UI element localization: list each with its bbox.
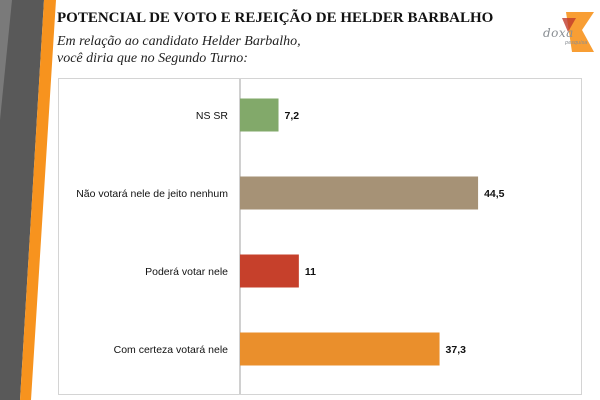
category-label: Não votará nele de jeito nenhum: [76, 188, 228, 200]
bar-chart: NS SR 7,2 Não votará nele de jeito nenhum 4…: [76, 79, 505, 394]
doxa-logo-icon: [562, 12, 594, 52]
page-subtitle: Em relação ao candidato Helder Barbalho,…: [57, 33, 357, 67]
bar: [240, 176, 479, 210]
bar: [240, 98, 279, 132]
grey-stripe: [0, 0, 12, 120]
category-label: Com certeza votará nele: [114, 344, 229, 356]
chart-container: NS SR 7,2 Não votará nele de jeito nenhum 4…: [58, 78, 582, 395]
bar: [240, 332, 440, 366]
category-label: NS SR: [196, 110, 229, 122]
subtitle-line-2: você diria que no Segundo Turno:: [57, 51, 248, 66]
data-label: 44,5: [484, 188, 505, 200]
data-label: 37,3: [446, 344, 467, 356]
logo-text: doxa: [543, 26, 574, 40]
dark-stripe: [0, 0, 44, 400]
decorative-stripes: [0, 0, 56, 400]
logo-tagline: pesquisa: [565, 40, 588, 46]
bar: [240, 254, 299, 288]
page-title: POTENCIAL DE VOTO E REJEIÇÃO DE HELDER B…: [57, 10, 494, 26]
subtitle-line-1: Em relação ao candidato Helder Barbalho,: [57, 34, 301, 49]
data-label: 11: [305, 266, 316, 278]
category-label: Poderá votar nele: [145, 266, 228, 278]
data-label: 7,2: [285, 110, 300, 122]
orange-stripe: [20, 0, 56, 400]
